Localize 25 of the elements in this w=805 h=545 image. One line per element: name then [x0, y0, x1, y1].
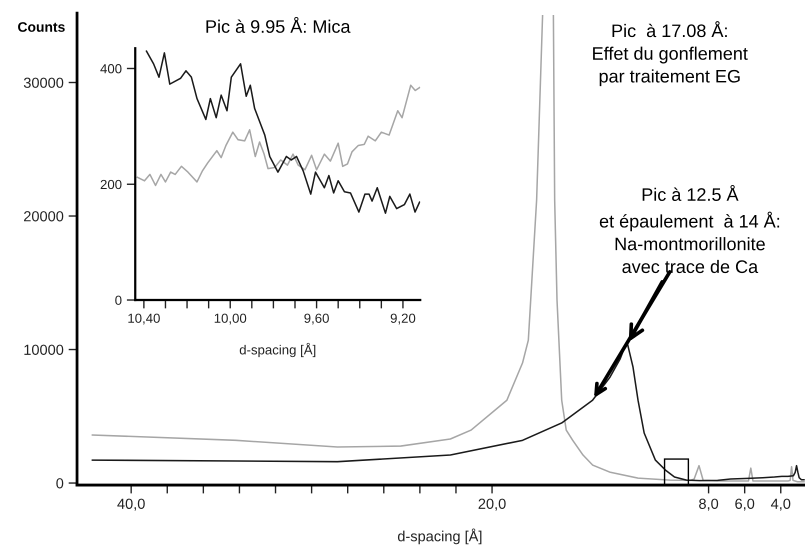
line-series	[136, 84, 420, 186]
x-tick-label: 8,0	[699, 498, 718, 511]
y-axis-title: Counts	[18, 22, 65, 32]
y-tick-label: 200	[100, 180, 122, 190]
x-axis-title: d-spacing [Å]	[240, 342, 316, 358]
chart-title: Pic à 9.95 Å: Mica	[206, 16, 350, 33]
annotation: Pic à 17.08 Å: Effet du gonflement par traitement EG	[593, 21, 748, 86]
x-tick-label: 20,0	[478, 498, 506, 511]
y-tick-label: 20000	[24, 211, 64, 222]
line-series	[146, 50, 420, 214]
y-tick-label: 0	[56, 478, 64, 488]
x-axis-title: d-spacing [Å]	[398, 528, 482, 544]
y-tick-label: 30000	[24, 78, 64, 88]
annotation: Pic à 12.5 Å et épaulement à 14 Å: Na-montmorillonite avec trace de Ca	[600, 184, 780, 274]
x-tick-label: 6,0	[735, 498, 754, 511]
x-tick-label: 9,60	[304, 314, 329, 324]
x-tick-label: 4,0	[770, 498, 790, 511]
x-tick-label: 10,00	[214, 314, 246, 324]
y-tick-label: 10000	[24, 344, 64, 355]
y-tick-label: 0	[115, 296, 122, 305]
line-series	[92, 343, 805, 482]
x-tick-label: 9,20	[390, 314, 416, 324]
x-tick-label: 10,40	[128, 314, 160, 324]
y-tick-label: 400	[100, 64, 122, 74]
x-tick-label: 40,0	[117, 498, 145, 511]
